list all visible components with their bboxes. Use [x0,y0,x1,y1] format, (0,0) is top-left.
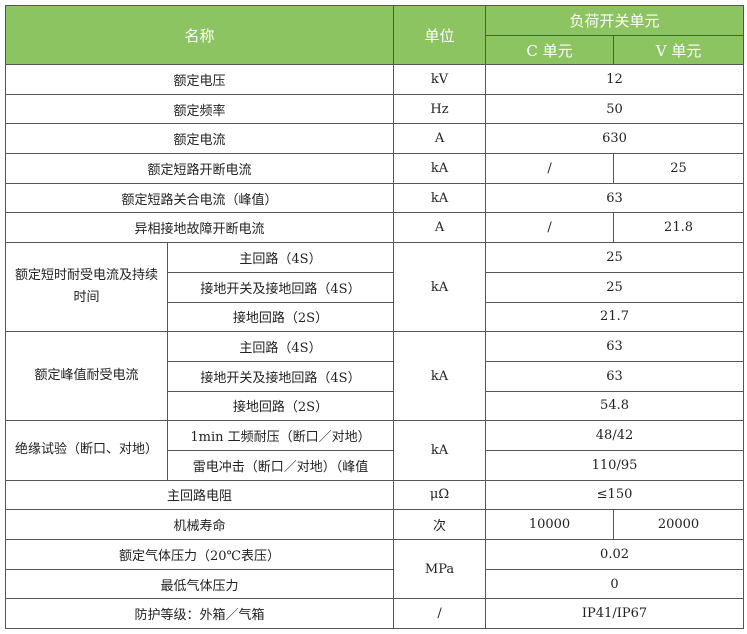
param-value: 12 [485,64,745,95]
param-name: 额定气体压力（20℃表压） [4,539,395,570]
table-row: 接地回路（2S） 21.7 [6,301,745,333]
header-c-unit: C 单元 [485,35,615,65]
table-row: 额定气体压力（20℃表压） MPa 0.02 [4,538,745,600]
v-unit-value: 25 [613,153,745,184]
param-unit: A [393,212,487,244]
sub-param-name: 接地回路（2S） [166,390,395,422]
sub-param-name: 雷电冲击（断口／对地）（峰值 [166,449,395,481]
table-row: 额定频率 Hz 50 [4,93,745,125]
c-unit-value: 10000 [485,509,615,540]
sub-param-name: 主回路（4S） [166,331,395,362]
param-unit: kA [393,153,487,184]
v-unit-value: 20000 [613,509,745,540]
v-unit-value: 21.8 [613,212,745,244]
header-unit: 单位 [393,5,487,65]
param-unit: A [393,123,487,155]
table-row: 绝缘试验（断口、对地） 1min 工频耐压（断口／对地） kA 48/42 [5,420,745,481]
param-value: 63 [485,182,745,214]
sub-param-name: 主回路（4S） [166,242,395,273]
param-value: 25 [485,271,745,303]
table-row: 额定电流 A 630 [4,123,745,155]
header-name: 名称 [4,5,395,65]
param-value: 21.7 [485,301,745,333]
table-row: 额定短路开断电流 kA/25 [4,153,745,184]
table-row: 主回路电阻 μΩ ≤150 [4,479,745,511]
table-row: 防护等级：外箱／气箱 / IP41/IP67 [4,598,745,630]
param-value: 25 [485,242,745,273]
table-row: 雷电冲击（断口／对地）（峰值 110/95 [6,449,745,481]
c-unit-value: / [485,212,615,244]
param-value: 0.02 [485,539,745,570]
table-row: 最低气体压力 0 [4,568,745,600]
param-value: 54.8 [485,390,745,422]
table-row: 接地开关及接地回路（4S） 63 [6,360,745,392]
table-row: 异相接地故障开断电流 A/21.8 [4,212,745,244]
sub-param-name: 接地开关及接地回路（4S） [166,271,395,303]
param-unit: MPa [393,538,487,600]
param-unit: kA [393,182,487,214]
group-name: 额定峰值耐受电流 [5,331,168,422]
param-value: 48/42 [485,420,745,451]
param-name: 主回路电阻 [4,479,395,511]
param-value: 50 [485,93,745,125]
param-unit: μΩ [393,479,487,511]
group-name: 额定短时耐受电流及持续时间 [5,242,168,333]
param-unit: kA [393,242,487,333]
param-name: 额定短路关合电流（峰值） [4,182,395,214]
param-name: 额定短路开断电流 [4,153,395,184]
table-row: 额定电压 kV 12 [4,64,745,95]
table-row: 接地回路（2S） 54.8 [6,390,745,422]
sub-param-name: 接地回路（2S） [166,301,395,333]
param-name: 额定电压 [4,64,395,95]
param-unit: kA [393,331,487,422]
param-value: ≤150 [485,479,745,511]
param-unit: 次 [393,509,487,540]
param-value: IP41/IP67 [485,598,745,630]
param-name: 异相接地故障开断电流 [4,212,395,244]
param-unit: kA [393,420,487,481]
group-name: 绝缘试验（断口、对地） [5,420,168,481]
header-load-switch-unit: 负荷开关单元 [485,5,745,36]
param-value: 63 [485,360,745,392]
param-unit: kV [393,64,487,95]
param-value: 0 [485,568,745,600]
param-value: 110/95 [485,449,745,481]
c-unit-value: / [485,153,615,184]
table-row: 额定短时耐受电流及持续时间 主回路（4S） kA 25 [5,242,745,333]
param-name: 额定电流 [4,123,395,155]
param-unit: Hz [393,93,487,125]
param-name: 机械寿命 [4,509,395,540]
sub-param-name: 1min 工频耐压（断口／对地） [166,420,395,451]
sub-param-name: 接地开关及接地回路（4S） [166,360,395,392]
param-name: 额定频率 [4,93,395,125]
param-unit: / [393,598,487,630]
param-value: 630 [485,123,745,155]
param-value: 63 [485,331,745,362]
table-row: 额定峰值耐受电流 主回路（4S） kA 63 [5,331,745,422]
header-v-unit: V 单元 [613,35,745,65]
param-name: 最低气体压力 [4,568,395,600]
param-name: 防护等级：外箱／气箱 [4,598,395,630]
table-row: 机械寿命次 10000 20000 [4,509,745,540]
table-row: 接地开关及接地回路（4S） 25 [6,271,745,303]
table-row: 额定短路关合电流（峰值） kA 63 [4,182,745,214]
spec-table: 名称 单位 负荷开关单元 C 单元 V 单元 额定电压 kV 12 额定频率 Hz 50 额… [4,5,745,630]
